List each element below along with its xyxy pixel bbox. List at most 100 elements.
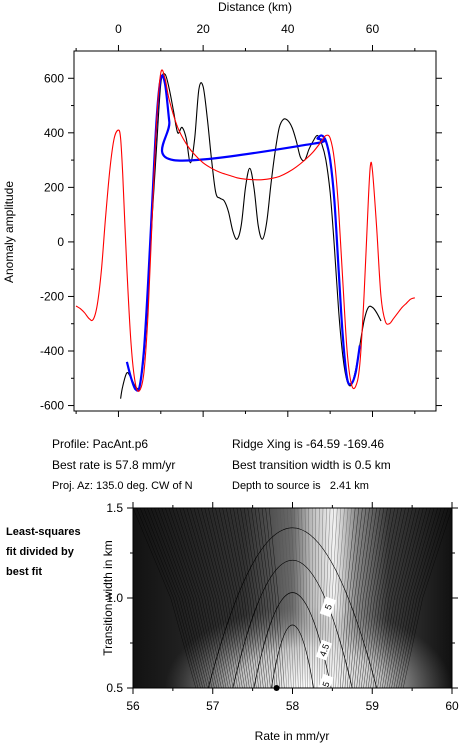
misfit-x-tick-label: 60 — [445, 699, 459, 713]
misfit-y-tick-label: 1.5 — [106, 501, 123, 515]
contour-line — [190, 508, 234, 688]
y-axis-label: Anomaly amplitude — [2, 181, 16, 283]
contour-line — [251, 508, 273, 688]
contour-line — [400, 508, 449, 688]
misfit-y-axis-label: Transition width in km — [101, 540, 115, 656]
contour-label: 5 — [323, 603, 334, 611]
x-tick-label: 60 — [366, 22, 380, 36]
contour-line — [243, 508, 269, 688]
contour-line — [358, 508, 385, 688]
contour-line — [294, 508, 301, 688]
contour-line — [290, 508, 299, 688]
contour-line — [333, 508, 345, 688]
projection-azimuth: Proj. Az: 135.0 deg. CW of N — [52, 480, 193, 492]
contour-line — [384, 508, 424, 688]
y-tick-label: 400 — [44, 126, 64, 140]
misfit-y-tick-label: 0.5 — [106, 681, 123, 695]
contour-label-group: 5 — [317, 673, 334, 695]
x-axis-label: Rate in mm/yr — [255, 729, 330, 743]
misfit-field — [133, 508, 452, 688]
contour-line — [272, 508, 287, 688]
source-depth: Depth to source is 2.41 km — [232, 480, 369, 492]
contour-line — [388, 508, 431, 688]
x-tick-label: 40 — [281, 22, 295, 36]
contour-line — [316, 508, 320, 688]
contour-line — [381, 508, 420, 688]
contour-line — [351, 508, 374, 688]
contour-label-bg — [319, 596, 337, 618]
contour-line — [168, 508, 220, 688]
contour-line — [374, 508, 410, 688]
contour-line — [370, 508, 403, 688]
contour-line — [240, 508, 266, 688]
contour-line — [225, 508, 257, 688]
contour-line — [356, 508, 381, 688]
contour-line — [377, 508, 413, 688]
contour-line — [276, 508, 290, 688]
contour-line — [372, 508, 406, 688]
y-tick-label: -400 — [40, 344, 64, 358]
misfit-x-tick-label: 59 — [366, 699, 380, 713]
contour-line — [402, 508, 452, 688]
anomaly-profile-chart: 0 20 40 60 -600 -400 -200 0 200 400 600 Distance (… — [2, 0, 442, 417]
contour-line — [268, 508, 285, 688]
ridge-crossing: Ridge Xing is -64.59 -169.46 — [232, 437, 385, 451]
contour-label-bg — [315, 639, 333, 661]
contour-line — [365, 508, 395, 688]
contour-label-group: 4.5 — [315, 639, 333, 661]
contour-line — [200, 508, 241, 688]
contour-line — [398, 508, 446, 688]
contour-line — [208, 508, 245, 688]
contour-label-group: 5 — [319, 596, 337, 618]
misfit-note-line: best fit — [6, 566, 43, 578]
contour-line — [157, 508, 213, 688]
y-tick-label: -600 — [40, 399, 64, 413]
contour-line — [367, 508, 399, 688]
misfit-x-tick-label: 57 — [206, 699, 220, 713]
contour-line — [393, 508, 438, 688]
contour-line — [379, 508, 417, 688]
contour-line — [193, 508, 236, 688]
contour-line — [286, 508, 297, 688]
misfit-note: Least-squares fit divided by best fit — [6, 522, 106, 582]
contour-line — [297, 508, 304, 688]
contour-line — [339, 508, 356, 688]
contour-line — [328, 508, 338, 688]
misfit-note-line: Least-squares — [6, 526, 81, 538]
contour-line — [349, 508, 370, 688]
contour-line — [335, 508, 349, 688]
misfit-x-tick-label: 58 — [286, 699, 300, 713]
contour-line — [279, 508, 292, 688]
contour-line — [133, 508, 197, 688]
x-tick-label: 20 — [196, 22, 210, 36]
contour-line — [143, 508, 204, 688]
contour-line — [218, 508, 252, 688]
contour-line — [314, 508, 317, 688]
contour-line — [346, 508, 367, 688]
misfit-y-tick-label: 1.0 — [106, 591, 123, 605]
contour-line — [172, 508, 222, 688]
best-transition-width: Best transition width is 0.5 km — [232, 458, 391, 472]
contour-line — [391, 508, 435, 688]
contour-line — [236, 508, 264, 688]
contour-line — [136, 508, 199, 688]
contour-line — [363, 508, 392, 688]
contour-line — [154, 508, 211, 688]
contour-line — [161, 508, 215, 688]
contour-line — [353, 508, 377, 688]
contour-label-bg — [317, 673, 334, 695]
y-tick-label: 600 — [44, 71, 64, 85]
contour-line — [222, 508, 255, 688]
minimum-contour — [232, 559, 353, 688]
contour-line — [330, 508, 342, 688]
contour-label: 4.5 — [318, 643, 332, 658]
profile-frame — [73, 50, 437, 412]
contour-line — [165, 508, 218, 688]
misfit-x-tick-label: 56 — [126, 699, 140, 713]
contour-line — [308, 508, 311, 688]
contour-line — [215, 508, 250, 688]
contour-line — [258, 508, 278, 688]
contour-line — [283, 508, 294, 688]
model-profile-line — [75, 69, 415, 392]
